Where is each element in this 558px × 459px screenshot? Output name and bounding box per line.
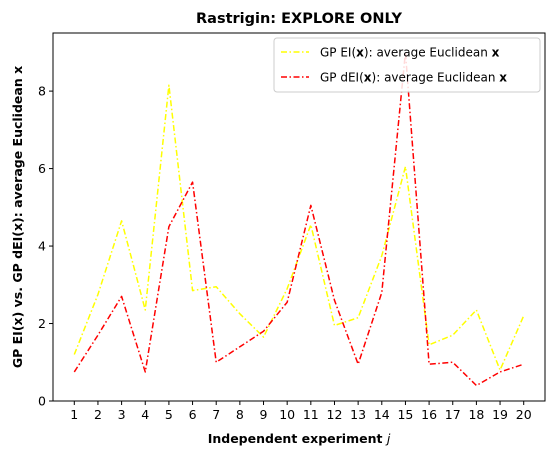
plot-lines <box>73 51 525 387</box>
x-tick-label: 11 <box>303 407 319 422</box>
plot-area-frame <box>52 32 546 402</box>
x-tick-label: 9 <box>260 407 268 422</box>
x-tick-label: 17 <box>445 407 461 422</box>
x-tick-label: 12 <box>327 407 343 422</box>
chart-title: Rastrigin: EXPLORE ONLY <box>196 11 402 27</box>
y-axis-ticks: 0 2 4 6 8 <box>38 84 53 409</box>
legend: GP EI(x): average Euclidean x GP dEI(x):… <box>273 37 541 93</box>
x-tick-label: 8 <box>236 407 244 422</box>
legend-box <box>273 37 541 93</box>
x-tick-label: 2 <box>94 407 102 422</box>
y-tick-label: 8 <box>38 84 46 99</box>
x-tick-label: 10 <box>279 407 295 422</box>
x-tick-label: 7 <box>212 407 220 422</box>
legend-label-dei: GP dEI(x): average Euclidean x <box>320 71 507 85</box>
series-line-0 <box>73 84 525 371</box>
x-tick-label: 14 <box>374 407 390 422</box>
series-line-1 <box>73 51 524 387</box>
x-tick-label: 6 <box>189 407 197 422</box>
x-tick-label: 19 <box>492 407 508 422</box>
x-tick-label: 1 <box>70 407 78 422</box>
x-axis-label: Independent experiment j <box>208 431 391 446</box>
x-tick-label: 3 <box>118 407 126 422</box>
y-tick-label: 6 <box>38 161 46 176</box>
y-tick-label: 0 <box>38 394 46 409</box>
x-tick-label: 18 <box>468 407 484 422</box>
y-axis-label: GP EI(x) vs. GP dEI(x): average Euclidea… <box>10 66 25 368</box>
x-axis-ticks: 1 2 3 4 5 6 7 8 9 10 11 12 13 14 15 16 17 18 19 20 <box>70 401 532 422</box>
x-tick-label: 4 <box>141 407 149 422</box>
x-tick-label: 15 <box>397 407 413 422</box>
legend-label-ei: GP EI(x): average Euclidean x <box>320 46 500 60</box>
x-tick-label: 16 <box>421 407 437 422</box>
x-tick-label: 20 <box>516 407 532 422</box>
x-tick-label: 13 <box>350 407 366 422</box>
y-tick-label: 4 <box>38 239 46 254</box>
x-tick-label: 5 <box>165 407 173 422</box>
y-tick-label: 2 <box>38 316 46 331</box>
